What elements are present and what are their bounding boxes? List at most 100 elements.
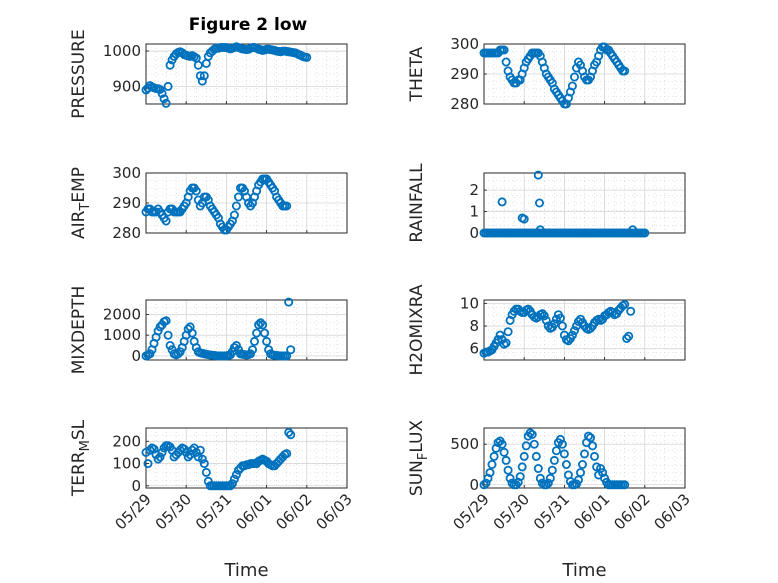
data-point <box>624 331 634 341</box>
y-tick-label: 300 <box>112 164 141 182</box>
y-axis-label: TERRMSL <box>69 419 93 497</box>
scatter-series <box>141 42 312 108</box>
data-point <box>519 214 529 224</box>
data-point <box>549 455 559 465</box>
data-point <box>525 428 535 438</box>
data-point <box>586 323 596 333</box>
scatter-series <box>479 428 630 490</box>
data-point <box>282 201 292 211</box>
data-point <box>231 470 241 480</box>
x-tick-label: 06/02 <box>610 490 653 533</box>
data-point <box>586 433 596 443</box>
y-axis-label: H2OMIXRA <box>407 284 427 375</box>
x-tick-label: 06/01 <box>570 490 613 533</box>
data-point <box>284 297 294 307</box>
subplot-2: 280 290 300 THETA <box>407 35 686 113</box>
y-tick-label: 900 <box>112 77 141 95</box>
y-axis-label: PRESSURE <box>69 29 89 118</box>
subplot-4: 0 1 2 RAINFALL <box>407 163 686 243</box>
data-point <box>193 60 203 70</box>
data-point <box>155 452 165 462</box>
data-point <box>543 478 553 488</box>
data-point <box>515 472 525 482</box>
data-point <box>584 431 594 441</box>
data-point <box>551 446 561 456</box>
figure-title-text: Figure 2 low <box>189 15 308 35</box>
data-point <box>549 319 559 329</box>
x-tick-label: 05/31 <box>192 490 235 533</box>
data-point <box>159 94 169 104</box>
data-point <box>493 335 503 345</box>
data-point <box>165 60 175 70</box>
data-point <box>249 336 259 346</box>
data-point <box>620 480 630 490</box>
subplot-3: 280 290 300 AIRTEMP <box>69 164 348 242</box>
data-point <box>622 333 632 343</box>
data-point <box>535 473 545 483</box>
data-point <box>626 306 636 316</box>
scatter-series <box>141 174 292 235</box>
data-point <box>485 468 495 478</box>
data-point <box>541 480 551 490</box>
data-point <box>557 439 567 449</box>
y-tick-label: 0 <box>131 477 141 495</box>
data-point <box>588 441 598 451</box>
data-point <box>254 320 264 330</box>
data-point <box>256 318 266 328</box>
data-point <box>191 186 201 196</box>
data-point <box>489 451 499 461</box>
x-axis-label: Time <box>223 560 268 581</box>
data-point <box>145 445 155 455</box>
data-point <box>143 459 153 469</box>
y-tick-label: 280 <box>450 95 479 113</box>
data-point <box>541 315 551 325</box>
y-tick-label: 6 <box>469 340 479 358</box>
y-axis-label: THETA <box>407 46 427 102</box>
data-point <box>551 314 561 324</box>
data-point <box>501 338 511 348</box>
y-axis-label: RAINFALL <box>407 163 427 243</box>
y-tick-label: 290 <box>450 65 479 83</box>
y-axis-label: AIRTEMP <box>69 167 93 239</box>
data-point <box>199 459 209 469</box>
scatter-series <box>141 297 296 361</box>
data-point <box>501 57 511 67</box>
x-tick-label: 05/31 <box>530 490 573 533</box>
data-point <box>537 309 547 319</box>
data-point <box>247 345 257 355</box>
data-point <box>640 228 650 238</box>
data-point <box>286 345 296 355</box>
data-point <box>578 459 588 469</box>
data-point <box>229 210 239 220</box>
x-tick-label: 06/03 <box>651 490 694 533</box>
axes-frame <box>483 427 686 489</box>
data-point <box>284 427 294 437</box>
data-point <box>225 481 235 491</box>
axes-frame <box>145 43 348 105</box>
data-point <box>195 445 205 455</box>
data-point <box>555 313 565 323</box>
data-point <box>157 447 167 457</box>
data-point <box>479 480 489 490</box>
grid <box>484 173 685 233</box>
data-point <box>519 451 529 461</box>
data-point <box>183 452 193 462</box>
data-point <box>563 336 573 346</box>
y-axis-label: MIXDEPTH <box>69 286 89 375</box>
data-point <box>161 216 171 226</box>
data-point <box>197 76 207 86</box>
data-point <box>161 98 171 108</box>
data-point <box>497 439 507 449</box>
axes-frame <box>145 427 348 489</box>
y-tick-label: 1000 <box>103 42 141 60</box>
data-point <box>620 299 630 309</box>
data-point <box>517 462 527 472</box>
y-tick-label: 100 <box>112 455 141 473</box>
data-point <box>539 311 549 321</box>
subplot-6: 6 8 10 H2OMIXRA <box>407 284 686 376</box>
data-point <box>535 225 545 235</box>
data-point <box>499 447 509 457</box>
x-tick-label: 06/01 <box>232 490 275 533</box>
data-point <box>262 336 272 346</box>
y-tick-label: 2 <box>469 181 479 199</box>
